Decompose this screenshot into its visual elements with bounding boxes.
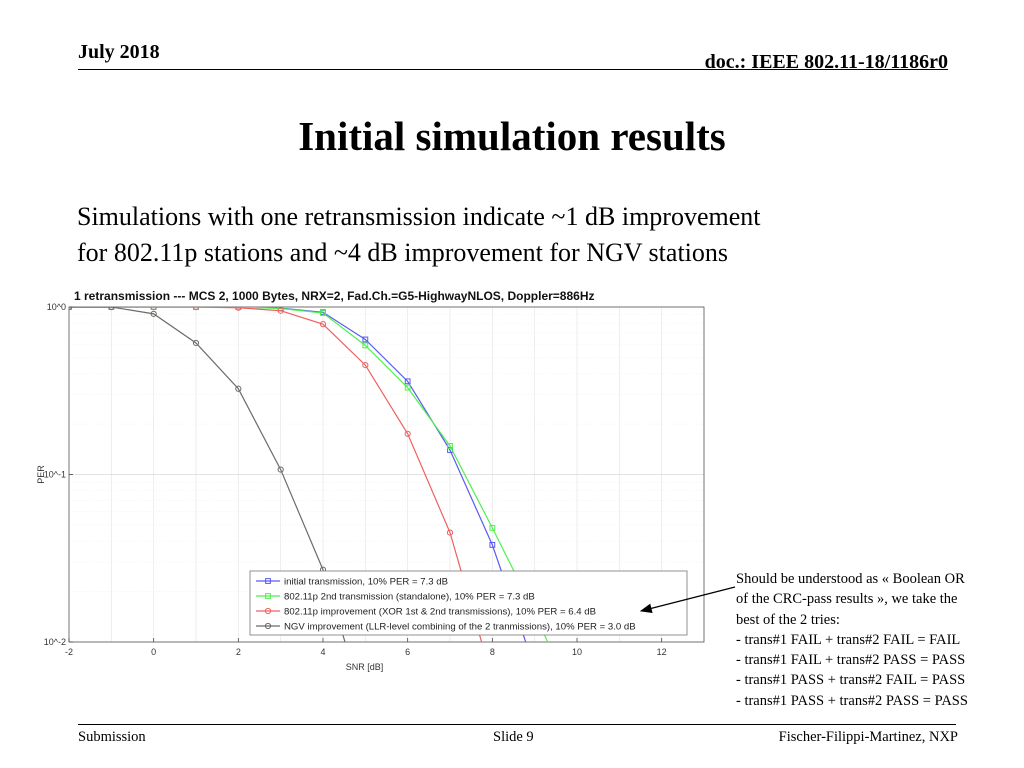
legend-marker bbox=[265, 578, 271, 584]
x-tick-label: 6 bbox=[405, 647, 410, 657]
data-point bbox=[277, 307, 284, 314]
body-text: Simulations with one retransmission indi… bbox=[77, 199, 947, 271]
note-line: of the CRC-pass results », we take the bbox=[736, 591, 958, 608]
footer-divider bbox=[78, 724, 956, 725]
header-doc-id: doc.: IEEE 802.11-18/1186r0 bbox=[704, 51, 948, 73]
x-tick-label: 10 bbox=[572, 647, 582, 657]
data-point bbox=[362, 342, 369, 349]
data-point bbox=[404, 430, 411, 437]
x-tick-label: 2 bbox=[236, 647, 241, 657]
note-line: best of the 2 tries: bbox=[736, 611, 840, 628]
note-line: Should be understood as « Boolean OR bbox=[736, 571, 965, 587]
legend-label: 802.11p improvement (XOR 1st & 2nd trans… bbox=[284, 607, 596, 618]
body-line: Simulations with one retransmission indi… bbox=[77, 202, 761, 231]
data-point bbox=[192, 307, 200, 311]
note-line: - trans#1 PASS + trans#2 FAIL = PASS bbox=[736, 672, 966, 689]
data-point bbox=[150, 307, 157, 311]
x-axis-label: SNR [dB] bbox=[346, 662, 384, 672]
y-tick-label: 10^-1 bbox=[44, 470, 66, 480]
data-point bbox=[277, 466, 284, 473]
callout-note: Should be understood as « Boolean OR of … bbox=[736, 569, 1022, 711]
x-tick-label: -2 bbox=[65, 647, 73, 657]
data-point bbox=[69, 307, 73, 311]
note-line: - trans#1 FAIL + trans#2 PASS = PASS bbox=[736, 652, 966, 669]
legend-label: initial transmission, 10% PER = 7.3 dB bbox=[284, 577, 448, 588]
legend-marker bbox=[264, 622, 272, 630]
data-point bbox=[447, 443, 453, 449]
legend-box bbox=[249, 570, 688, 636]
header-divider bbox=[78, 69, 948, 70]
data-point bbox=[404, 384, 411, 391]
per-chart: -2 0 2 4 6 8 10 12 10^0 10^-1 10^-2 1 retransmissio… bbox=[34, 283, 714, 678]
x-tick-label: 4 bbox=[320, 647, 325, 657]
data-point bbox=[192, 339, 200, 347]
data-point bbox=[235, 385, 242, 392]
data-point bbox=[150, 310, 157, 317]
data-point bbox=[489, 541, 496, 548]
note-line: - trans#1 PASS + trans#2 PASS = PASS bbox=[736, 692, 968, 709]
data-point bbox=[489, 524, 496, 531]
y-tick-label: 10^0 bbox=[47, 302, 66, 312]
footer-slide-number: Slide 9 bbox=[493, 729, 534, 745]
series-line bbox=[69, 307, 346, 642]
x-tick-label: 12 bbox=[657, 647, 667, 657]
legend-marker bbox=[264, 607, 272, 615]
data-point bbox=[446, 529, 454, 536]
x-tick-label: 8 bbox=[490, 647, 495, 657]
chart-title: 1 retransmission --- MCS 2, 1000 Bytes, … bbox=[74, 289, 595, 303]
data-point bbox=[404, 378, 411, 385]
data-point bbox=[235, 307, 242, 311]
slide-title: Initial simulation results bbox=[298, 113, 726, 159]
data-point bbox=[319, 321, 327, 328]
data-point bbox=[362, 336, 369, 343]
series-line bbox=[69, 307, 549, 642]
footer-submission: Submission bbox=[78, 729, 146, 745]
per-chart-svg: -2 0 2 4 6 8 10 12 10^0 10^-1 10^-2 1 retransmissio… bbox=[36, 289, 705, 672]
y-axis-label: PER bbox=[36, 465, 46, 484]
note-line: - trans#1 FAIL + trans#2 FAIL = FAIL bbox=[736, 631, 961, 648]
legend-label: 802.11p 2nd transmission (standalone), 1… bbox=[284, 592, 535, 603]
legend-marker bbox=[265, 593, 271, 599]
body-line: for 802.11p stations and ~4 dB improveme… bbox=[77, 238, 729, 267]
header-date: July 2018 bbox=[78, 41, 160, 63]
x-tick-label: 0 bbox=[151, 647, 156, 657]
legend-label: NGV improvement (LLR-level combining of … bbox=[284, 622, 636, 633]
y-tick-label: 10^-2 bbox=[44, 637, 66, 647]
footer-authors: Fischer-Filippi-Martinez, NXP bbox=[778, 729, 958, 745]
data-point bbox=[108, 307, 115, 311]
series-line bbox=[69, 307, 483, 642]
data-point bbox=[362, 361, 369, 369]
data-point bbox=[320, 310, 326, 316]
series-2 bbox=[69, 307, 483, 642]
